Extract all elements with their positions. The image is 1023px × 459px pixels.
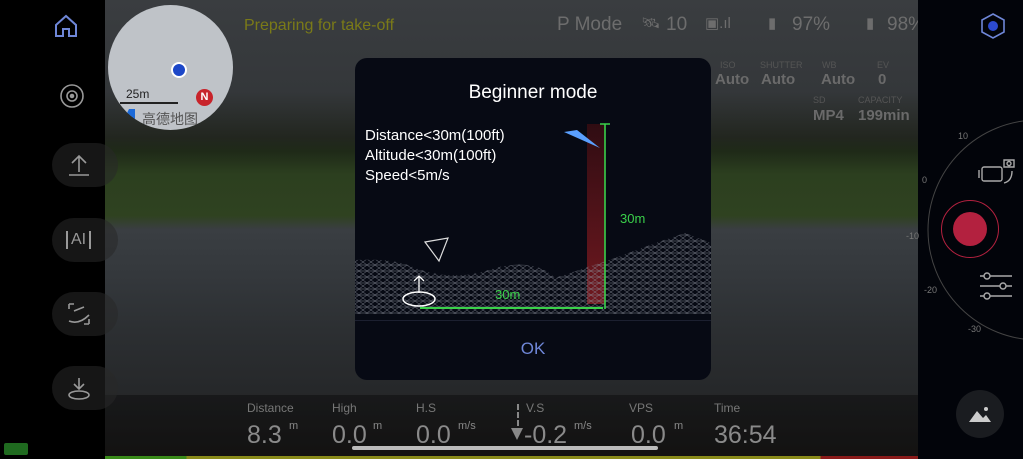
vps-value: 0.0 <box>631 421 666 449</box>
gimbal-tick: 10 <box>958 131 969 141</box>
iso-value[interactable]: Auto <box>715 71 750 88</box>
hspeed-unit: m/s <box>458 420 476 432</box>
hspeed-value: 0.0 <box>416 421 451 449</box>
down-arrow-icon <box>511 428 523 440</box>
capacity-label: CAPACITY <box>858 95 903 105</box>
ok-button[interactable]: OK <box>355 320 711 380</box>
height-limit-label: 30m <box>620 211 646 226</box>
shutter-value[interactable]: Auto <box>761 71 796 88</box>
vspeed-indicator <box>517 404 519 426</box>
vps-unit: m <box>674 420 684 432</box>
signal-indicator <box>4 443 28 455</box>
right-panel: 10 0 -10 -20 -30 <box>906 0 1023 459</box>
status-message: Preparing for take-off <box>244 17 395 34</box>
map-badge: N <box>196 89 213 106</box>
gimbal-tick: -20 <box>924 285 938 295</box>
takeoff-button[interactable] <box>52 143 118 187</box>
remote-battery-icon: ▮ <box>768 15 777 32</box>
ai-icon: AI <box>66 231 92 249</box>
ai-button[interactable]: AI <box>52 218 118 262</box>
record-icon <box>953 212 987 246</box>
ev-value[interactable]: 0 <box>878 71 887 88</box>
gallery-button[interactable] <box>956 390 1004 438</box>
speed-rule: Speed<5m/s <box>365 167 450 184</box>
distance-value: 8.3 <box>247 421 282 449</box>
vspeed-unit: m/s <box>574 420 592 432</box>
gimbal-tick: -30 <box>968 324 982 334</box>
dialog-title: Beginner mode <box>468 82 598 103</box>
gimbal-tick: -10 <box>906 231 920 241</box>
distance-rule: Distance<30m(100ft) <box>365 127 505 144</box>
drone-icon <box>423 237 449 263</box>
format-value[interactable]: MP4 <box>813 107 844 124</box>
map-scale: 25m <box>126 87 150 101</box>
left-sidebar: AI <box>0 0 118 459</box>
drone-path-icon <box>68 303 90 325</box>
minimap[interactable]: 25m 高德地图 N <box>108 5 233 130</box>
vspeed-value: -0.2 <box>524 421 568 449</box>
remote-signal-icon: ▣.ıl <box>705 15 731 32</box>
hspeed-label: H.S <box>416 401 437 415</box>
aircraft-battery: 98% <box>887 14 926 35</box>
vspeed-label: V.S <box>526 401 545 415</box>
distance-label: Distance <box>247 401 294 415</box>
home-icon[interactable] <box>52 12 80 45</box>
wb-value[interactable]: Auto <box>821 71 856 88</box>
sd-label: SD <box>813 95 826 105</box>
time-label: Time <box>714 401 741 415</box>
flight-mode-button[interactable] <box>52 292 118 336</box>
beginner-mode-dialog: Beginner mode 30m 30m Distance<30m(100ft… <box>355 58 711 380</box>
height-unit: m <box>373 420 383 432</box>
shutter-label: SHUTTER <box>760 60 803 70</box>
target-icon[interactable] <box>58 82 86 115</box>
vps-label: VPS <box>629 401 654 415</box>
landing-icon <box>68 378 90 400</box>
switch-camera-mode-icon[interactable] <box>978 155 1018 192</box>
satellite-icon: 🛰 <box>641 15 661 32</box>
capacity-value: 199min <box>858 107 910 124</box>
remote-battery: 97% <box>792 14 831 35</box>
distance-limit-label: 30m <box>495 287 521 302</box>
gallery-icon <box>969 407 991 422</box>
satellite-count: 10 <box>666 14 688 35</box>
ev-label: EV <box>877 60 890 70</box>
flight-mode[interactable]: P Mode <box>557 14 623 35</box>
gimbal-tick: 0 <box>922 175 928 185</box>
gimbal-dial[interactable] <box>918 110 1023 360</box>
aircraft-battery-icon: ▮ <box>866 15 875 32</box>
home-indicator-bar[interactable] <box>352 446 658 450</box>
height-label: High <box>332 401 357 415</box>
time-value: 36:54 <box>714 421 777 449</box>
distance-unit: m <box>289 420 299 432</box>
record-button[interactable] <box>941 200 999 258</box>
battery-timeline <box>105 456 918 459</box>
camera-settings-icon[interactable] <box>978 268 1014 309</box>
iso-label: ISO <box>720 60 736 70</box>
drone-limit-icon <box>564 130 600 148</box>
wb-label: WB <box>822 60 837 70</box>
upload-arrow-icon <box>69 154 89 176</box>
north-arrow-icon <box>123 109 135 121</box>
aircraft-location-icon <box>171 62 187 78</box>
height-value: 0.0 <box>332 421 367 449</box>
settings-hex-icon[interactable] <box>980 12 1006 45</box>
scale-bar <box>120 102 178 104</box>
landing-button[interactable] <box>52 366 118 410</box>
beginner-limits-illustration <box>355 123 711 314</box>
home-point-icon <box>402 291 436 307</box>
altitude-rule: Altitude<30m(100ft) <box>365 147 497 164</box>
map-provider: 高德地图 <box>142 111 198 127</box>
